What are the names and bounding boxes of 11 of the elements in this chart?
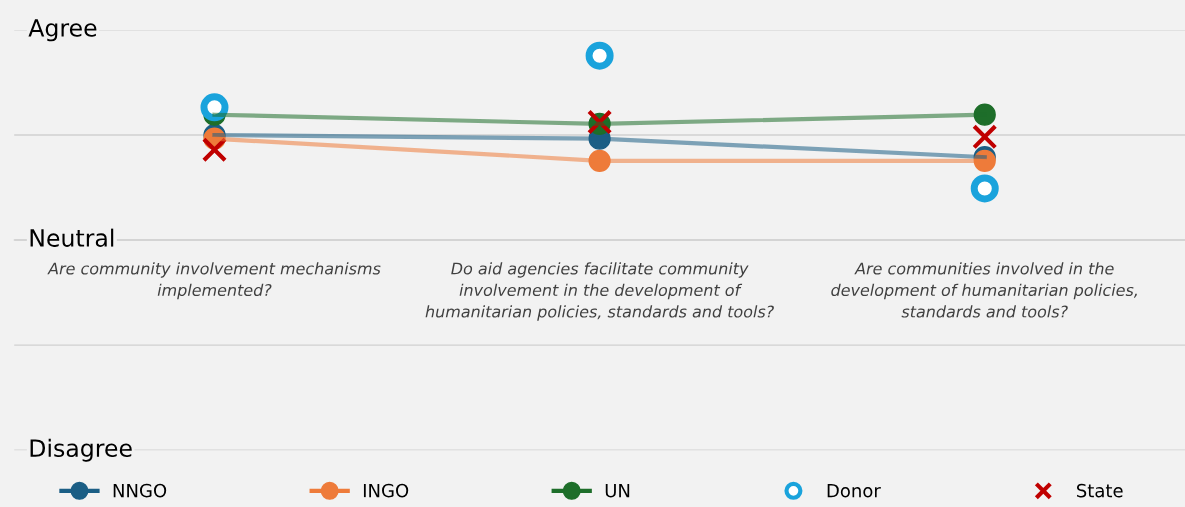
x-tick-label: Are communities involved in the development of humanitarian policies, standards and tools?	[831, 262, 1137, 318]
legend-label: State	[1076, 483, 1123, 498]
legend-label: Donor	[827, 483, 881, 498]
ref-line-label: Agree	[28, 19, 97, 42]
ref-line-label: Disagree	[30, 438, 132, 462]
ref-line-label: Neutral	[30, 228, 114, 247]
legend-label: NNGO	[113, 483, 167, 498]
legend-label: UN	[605, 483, 630, 498]
legend-label: INGO	[363, 483, 409, 498]
x-tick-label: Do aid agencies facilitate community involvement in the development of humanitarian policies, standards and tools?	[425, 262, 774, 321]
x-tick-label: Are community involvement mechanisms implemented?	[47, 262, 381, 300]
